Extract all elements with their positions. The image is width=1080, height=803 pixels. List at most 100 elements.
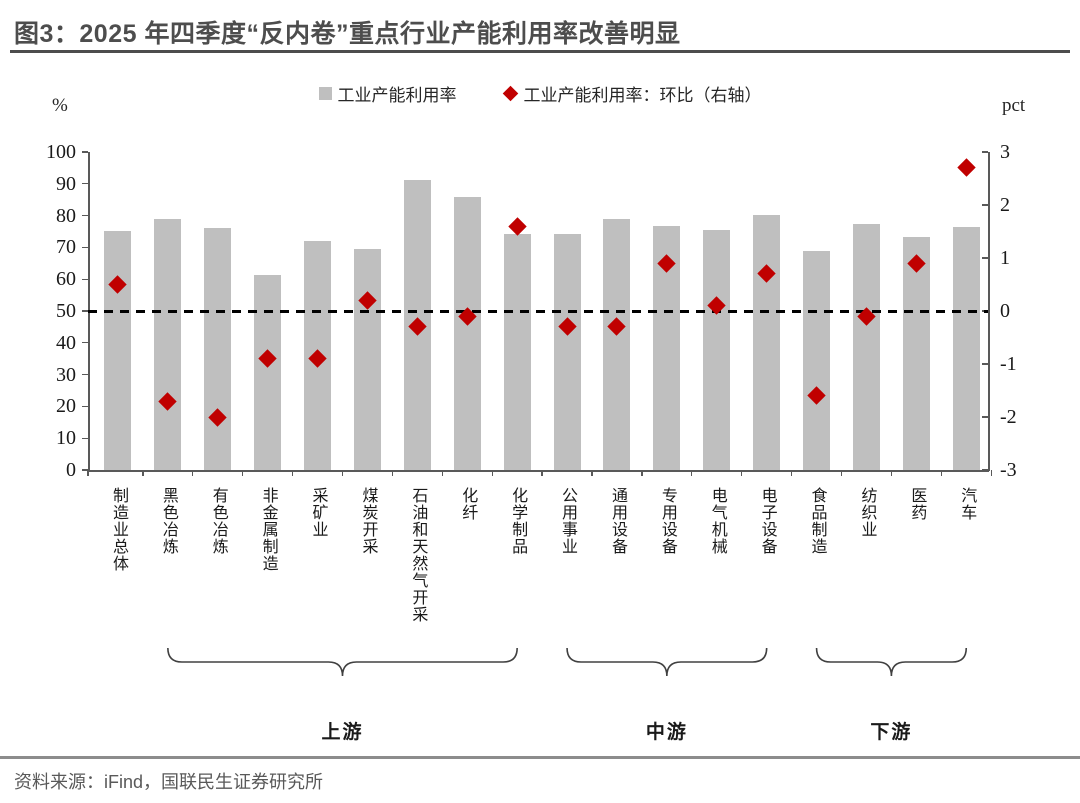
left-axis-tick — [82, 310, 88, 312]
capacity-utilization-bar — [852, 223, 880, 470]
right-axis-tick-label: 3 — [1000, 141, 1010, 163]
category-label: 医药 — [908, 487, 926, 521]
right-axis-tick — [982, 363, 988, 365]
category-label: 制造业总体 — [109, 487, 127, 572]
zero-dashed-line — [88, 309, 988, 313]
right-axis-tick — [982, 416, 988, 418]
source-text: 资料来源：iFind，国联民生证券研究所 — [14, 772, 324, 792]
right-axis-tick-label: -2 — [1000, 406, 1017, 428]
bar-marker-icon — [318, 87, 332, 100]
group-label: 上游 — [321, 720, 363, 743]
capacity-utilization-bar — [254, 274, 282, 470]
bottom-axis-tick — [840, 470, 843, 476]
left-axis-tick-label: 50 — [56, 300, 76, 322]
right-axis-tick — [982, 151, 988, 153]
capacity-utilization-bar — [353, 248, 381, 470]
left-axis-tick-label: 100 — [46, 141, 76, 163]
left-axis-tick — [82, 342, 88, 344]
mom-change-diamond — [507, 216, 527, 236]
left-axis-tick — [82, 183, 88, 185]
right-axis-tick-label: 2 — [1000, 194, 1010, 216]
group-label: 下游 — [870, 720, 912, 743]
group-brackets: 上游 中游 下游 — [167, 647, 968, 743]
bottom-axis-tick — [990, 470, 992, 476]
source-divider — [0, 756, 1080, 759]
left-axis-tick — [82, 214, 88, 217]
right-axis-tick-label: -1 — [1000, 353, 1017, 375]
legend-item-diamond: 工业产能利用率：环比（右轴） — [502, 81, 762, 106]
bottom-axis-tick — [491, 470, 493, 476]
capacity-utilization-bar — [803, 250, 831, 470]
group-bracket — [167, 647, 518, 677]
left-axis-tick — [82, 151, 88, 153]
bottom-axis-tick — [890, 470, 893, 476]
bottom-axis-tick — [87, 470, 89, 476]
bottom-axis-tick — [341, 470, 344, 476]
left-axis-tick — [82, 246, 88, 249]
capacity-utilization-bar — [753, 214, 781, 470]
capacity-utilization-bar — [902, 237, 930, 470]
figure-title: 图3：2025 年四季度“反内卷”重点行业产能利用率改善明显 — [14, 20, 681, 48]
capacity-utilization-bar — [603, 218, 631, 470]
category-label: 电子设备 — [758, 487, 776, 555]
category-label: 化纤 — [459, 487, 477, 521]
title-underline — [10, 50, 1070, 53]
right-axis-line — [988, 152, 990, 471]
right-axis-tick — [982, 257, 988, 259]
bottom-axis-tick — [790, 470, 793, 476]
group-bracket — [566, 647, 768, 677]
bottom-axis-tick — [741, 470, 743, 476]
category-label: 专用设备 — [658, 487, 676, 555]
right-axis-tick — [982, 204, 988, 206]
capacity-utilization-bar — [503, 233, 531, 470]
bottom-axis-tick — [691, 470, 693, 476]
category-label: 采矿业 — [309, 487, 327, 538]
bottom-axis-tick — [441, 470, 443, 476]
category-label: 纺织业 — [858, 487, 876, 538]
category-label: 煤炭开采 — [359, 487, 377, 555]
left-axis-tick — [82, 405, 88, 408]
left-axis-tick — [82, 469, 88, 471]
category-label: 黑色冶炼 — [159, 487, 177, 555]
group-bracket — [815, 647, 968, 677]
mom-change-diamond — [957, 158, 976, 178]
bottom-axis-tick — [242, 470, 244, 476]
legend-diamond-label: 工业产能利用率：环比（右轴） — [523, 86, 762, 105]
left-axis-tick-label: 10 — [56, 427, 76, 450]
category-label: 公用事业 — [559, 487, 577, 555]
bottom-axis-tick — [391, 470, 394, 476]
bottom-axis-tick — [192, 470, 194, 476]
left-axis-tick-label: 60 — [56, 268, 76, 291]
category-label: 有色冶炼 — [209, 487, 227, 555]
legend-item-bar: 工业产能利用率 — [318, 81, 457, 106]
category-label: 食品制造 — [808, 487, 826, 555]
left-axis-tick-label: 90 — [56, 172, 76, 195]
left-axis-tick-label: 40 — [56, 331, 76, 354]
bottom-axis-tick — [591, 470, 593, 476]
diamond-marker-icon — [502, 85, 518, 102]
bottom-axis-tick — [541, 470, 543, 476]
right-axis-tick-label: 1 — [1000, 247, 1010, 269]
category-label: 石油和天然气开采 — [409, 487, 427, 623]
capacity-utilization-bar — [154, 219, 182, 470]
category-label: 电气机械 — [708, 487, 726, 555]
left-axis-tick-label: 20 — [56, 395, 76, 418]
bottom-axis-tick — [641, 470, 643, 476]
right-axis-tick-label: -3 — [1000, 459, 1017, 481]
category-label: 化学制品 — [509, 487, 527, 555]
capacity-utilization-bar — [104, 230, 132, 470]
left-axis-unit: % — [52, 95, 68, 116]
capacity-utilization-bar — [553, 234, 581, 470]
group-label: 中游 — [646, 720, 688, 743]
right-axis-tick — [982, 469, 988, 471]
chart-legend: 工业产能利用率 工业产能利用率：环比（右轴） — [0, 81, 1080, 106]
left-axis-tick — [82, 437, 88, 439]
left-axis-tick — [82, 373, 88, 376]
legend-bar-label: 工业产能利用率 — [337, 86, 457, 105]
right-axis-unit: pct — [1002, 95, 1026, 116]
category-label: 汽车 — [958, 487, 976, 521]
capacity-utilization-bar — [453, 197, 481, 470]
category-label: 非金属制造 — [259, 487, 277, 572]
bottom-axis-line — [88, 470, 989, 472]
